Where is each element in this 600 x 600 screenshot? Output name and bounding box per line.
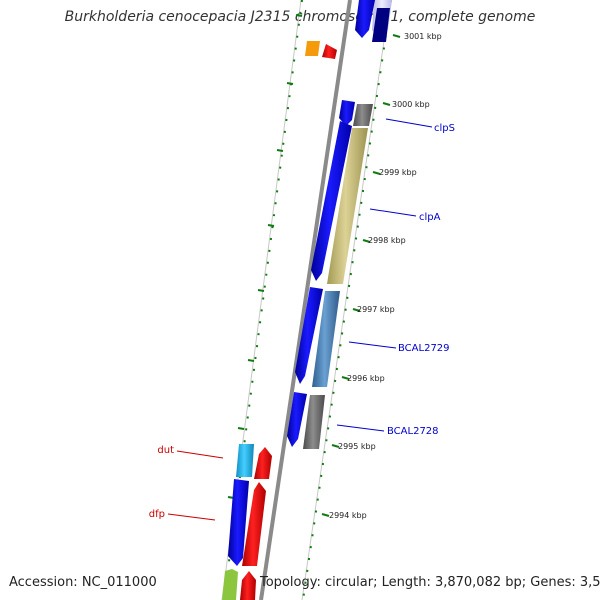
label-leader-clps — [385, 118, 433, 128]
gene-label-bcal2728: BCAL2728 — [387, 426, 439, 437]
tick-label: 2994 kbp — [329, 511, 367, 520]
backbone-line — [259, 0, 352, 600]
accession-text: Accession: NC_011000 — [9, 575, 157, 590]
tick-label: 2995 kbp — [338, 442, 376, 451]
tick-label: 3000 kbp — [392, 100, 430, 109]
gene-label-bcal2729: BCAL2729 — [398, 343, 450, 354]
label-leader-dfp — [167, 513, 216, 521]
label-leader-bcal2729 — [348, 341, 397, 349]
gene-label-dut: dut — [157, 445, 174, 456]
topology-text: Topology: circular; Length: 3,870,082 bp… — [260, 575, 600, 590]
gene-feature-gray — [353, 104, 373, 126]
gene-feature-green — [222, 569, 238, 600]
map-title: Burkholderia cenocepacia J2315 chromosom… — [64, 9, 536, 25]
gene-feature-blue — [339, 100, 355, 126]
tick-dots-right — [302, 0, 392, 600]
gene-feature-blue — [228, 479, 249, 566]
label-leader-dut — [176, 450, 224, 459]
gene-feature-red — [254, 447, 272, 479]
label-leader-bcal2728 — [336, 424, 385, 432]
gene-feature-red-small — [322, 44, 337, 59]
tick-label: 2996 kbp — [347, 374, 385, 383]
tick-label: 2998 kbp — [368, 236, 406, 245]
tick-label: 3001 kbp — [404, 32, 442, 41]
gene-feature-blue — [295, 287, 323, 384]
gene-label-dfp: dfp — [149, 509, 165, 520]
gene-label-clpa: clpA — [419, 212, 441, 223]
gene-label-clps: clpS — [434, 123, 455, 134]
gene-feature-navy — [372, 8, 390, 42]
gene-feature-gray — [303, 395, 325, 449]
gene-feature-blue — [311, 121, 352, 281]
gene-feature-blue-top — [355, 0, 375, 38]
gene-feature-red-bottom — [240, 571, 256, 600]
gene-feature-orange — [305, 41, 320, 56]
gene-feature-olive — [327, 128, 368, 284]
major-ticks-right — [321, 34, 401, 517]
label-leader-clpa — [369, 208, 417, 217]
gene-feature-steel — [312, 291, 340, 387]
gene-feature-red — [242, 482, 266, 566]
tick-label: 2999 kbp — [379, 168, 417, 177]
gene-feature-cyan — [236, 444, 254, 477]
gene-feature-blue — [287, 392, 307, 447]
tick-label: 2997 kbp — [357, 305, 395, 314]
